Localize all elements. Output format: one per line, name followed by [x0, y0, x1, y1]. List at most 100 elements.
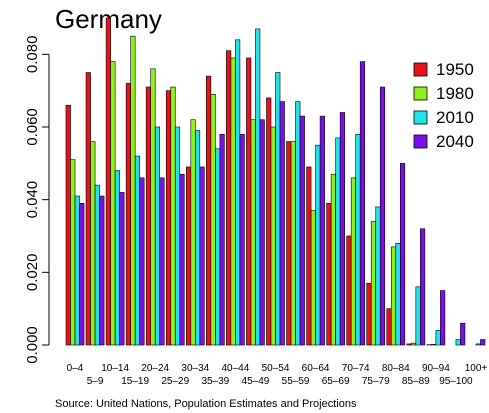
bar-2040 — [259, 119, 265, 346]
x-tick-label: 10–14 — [101, 363, 129, 374]
x-tick-label: 95–100 — [439, 376, 473, 387]
bar-1950 — [145, 86, 152, 346]
bar-1980 — [70, 159, 76, 346]
bar-1950 — [266, 97, 272, 346]
bar-1980 — [210, 94, 216, 346]
y-tick-label: 0.080 — [24, 36, 41, 74]
bar-2040 — [440, 290, 446, 346]
y-axis: 0.000 0.020 0.040 0.060 0.080 — [24, 36, 50, 364]
bar-1950 — [346, 235, 352, 346]
x-tick-label: 40–44 — [221, 363, 249, 374]
legend-label-2040: 2040 — [436, 132, 474, 151]
y-tick-label: 0.020 — [24, 254, 41, 292]
bar-1980 — [250, 119, 256, 346]
bar-2040 — [279, 101, 285, 346]
bar-1980 — [330, 173, 336, 346]
bar-2010 — [94, 184, 100, 346]
bar-1950 — [165, 90, 172, 346]
bar-2010 — [174, 126, 181, 346]
bar-2040 — [319, 115, 325, 346]
bar-2040 — [219, 133, 225, 346]
bar-1980 — [390, 246, 397, 346]
bar-1980 — [411, 342, 417, 346]
y-tick-label: 0.060 — [24, 108, 41, 146]
bar-2010 — [255, 28, 261, 346]
bar-1980 — [150, 68, 156, 346]
bar-2010 — [114, 170, 120, 346]
x-tick-label: 15–19 — [121, 376, 149, 387]
bar-2040 — [460, 322, 466, 346]
bar-2010 — [455, 339, 461, 346]
bar-2010 — [415, 286, 421, 346]
x-tick-label: 65–69 — [322, 376, 350, 387]
bar-2040 — [139, 177, 145, 346]
bar-1950 — [65, 104, 71, 346]
bar-2010 — [335, 137, 341, 346]
bar-2040 — [199, 166, 205, 346]
bar-2010 — [355, 133, 361, 346]
bar-1980 — [350, 177, 356, 346]
bar-1950 — [206, 75, 212, 346]
bar-2010 — [435, 330, 441, 346]
x-tick-label: 50–54 — [262, 363, 290, 374]
bar-2010 — [275, 72, 281, 346]
bar-1980 — [90, 141, 96, 346]
bar-2010 — [195, 130, 201, 346]
bar-2040 — [99, 195, 105, 346]
bar-1950 — [226, 50, 232, 346]
bar-2010 — [74, 195, 80, 346]
bar-2040 — [79, 203, 85, 346]
x-tick-label: 60–64 — [302, 363, 330, 374]
legend-swatch-2010 — [413, 110, 428, 125]
bar-1950 — [246, 57, 252, 346]
legend-label-2010: 2010 — [436, 108, 474, 127]
bar-1950 — [105, 17, 111, 346]
bar-1950 — [125, 83, 131, 346]
bar-2010 — [295, 101, 301, 346]
bar-2010 — [375, 206, 381, 346]
bar-2010 — [315, 144, 321, 346]
x-tick-label: 85–89 — [402, 376, 430, 387]
bar-1980 — [431, 343, 437, 346]
legend-swatch-1950 — [413, 62, 428, 77]
bar-2040 — [119, 192, 125, 346]
legend-label-1980: 1980 — [436, 84, 474, 103]
legend-swatch-2040 — [413, 134, 428, 149]
x-tick-label: 5–9 — [87, 376, 104, 387]
bar-2040 — [480, 339, 486, 346]
x-tick-label: 0–4 — [67, 363, 84, 374]
legend-label-1950: 1950 — [436, 60, 474, 79]
bar-2010 — [235, 39, 241, 346]
x-tick-label: 35–39 — [201, 376, 229, 387]
bar-1980 — [370, 221, 377, 346]
bar-2010 — [215, 148, 221, 346]
bar-1950 — [366, 282, 372, 346]
x-tick-label: 25–29 — [161, 376, 189, 387]
bar-1950 — [386, 308, 392, 346]
bar-2010 — [475, 343, 481, 346]
bar-1950 — [306, 166, 312, 346]
x-tick-label: 70–74 — [342, 363, 370, 374]
x-tick-label: 20–24 — [141, 363, 169, 374]
bar-2010 — [154, 126, 161, 346]
bar-1950 — [326, 203, 332, 346]
bar-2040 — [159, 177, 165, 346]
y-tick-label: 0.040 — [24, 181, 41, 219]
bar-1980 — [270, 126, 276, 346]
bar-2040 — [420, 228, 426, 346]
bar-1950 — [406, 343, 412, 346]
legend: 1950 1980 2010 2040 — [413, 60, 474, 151]
bar-1980 — [230, 57, 236, 346]
x-tick-labels: 0–45–9 10–14 15–19 20–24 25–29 30–34 35–39 40–4… — [67, 363, 488, 387]
bar-1950 — [286, 141, 292, 346]
x-tick-label: 45–49 — [242, 376, 270, 387]
bar-2040 — [379, 86, 386, 346]
bar-2040 — [359, 61, 366, 346]
bar-1950 — [85, 72, 91, 346]
bar-1980 — [130, 35, 136, 346]
x-tick-label: 55–59 — [282, 376, 310, 387]
bar-1980 — [190, 119, 196, 346]
bar-1980 — [310, 210, 316, 346]
bar-1980 — [170, 86, 176, 346]
